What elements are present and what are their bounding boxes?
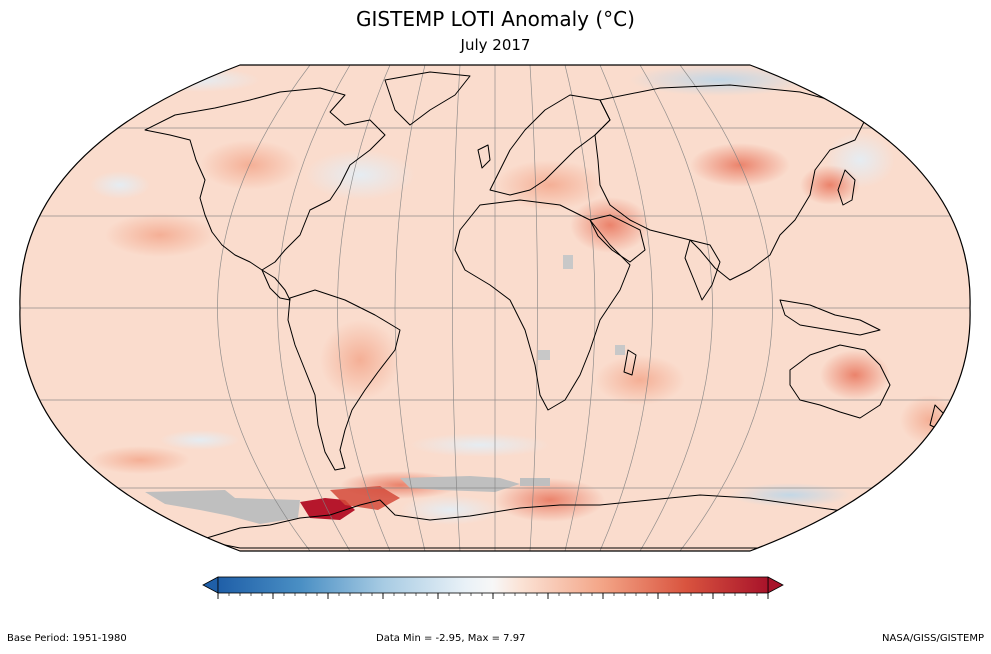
cool-patch-arctic-west (140, 68, 260, 92)
warm-patch-south-america (320, 320, 400, 400)
warm-patch-tasman (900, 395, 960, 445)
warm-patch-europe (495, 160, 605, 210)
missing-data-sudan (563, 255, 573, 269)
colorbar-arrow-right (767, 576, 784, 594)
coast-south-america (287, 289, 401, 471)
coast-india (684, 239, 721, 301)
coast-australia (789, 344, 891, 419)
coast-indonesia (779, 299, 881, 336)
map-subtitle: July 2017 (460, 36, 531, 54)
meridian-150e (679, 65, 773, 551)
warm-patch-north-america (200, 140, 300, 190)
cool-patch-north-atlantic (305, 150, 415, 200)
data-range-label: Data Min = -2.95, Max = 7.97 (376, 633, 526, 644)
graticule (19, 65, 971, 551)
meridian-120w (277, 65, 351, 551)
base-period-label: Base Period: 1951-1980 (7, 633, 127, 644)
missing-data-mozambique (615, 345, 625, 355)
coast-japan (837, 169, 856, 206)
cool-patch-south-pacific (160, 430, 240, 450)
warm-patch-peninsula-edge (330, 486, 400, 510)
meridian-120e (639, 65, 713, 551)
warm-patch-australia (820, 350, 890, 400)
warm-patch-east-asia (800, 165, 860, 205)
missing-data-patch (520, 478, 550, 486)
colorbar-arrow-left (202, 576, 219, 594)
hot-spot-antarctic-peninsula (300, 498, 355, 520)
warm-patch-pacific-north (105, 213, 215, 257)
coast-greenland (384, 71, 471, 126)
coast-madagascar (623, 349, 637, 376)
meridian-30e (529, 65, 538, 551)
coast-africa (454, 199, 631, 411)
credit-label: NASA/GISS/GISTEMP (882, 633, 984, 644)
meridian-90w (337, 65, 391, 551)
warm-patch-mongolia (690, 143, 790, 187)
globe-outline (19, 64, 971, 552)
map-title: GISTEMP LOTI Anomaly (°C) (356, 7, 635, 31)
world-map: -5-4-3-2-1012345 (19, 64, 971, 599)
cool-patch-southern-ocean (730, 483, 850, 507)
cool-patch-antarctic (400, 495, 500, 525)
warm-patch-south-pacific (90, 446, 190, 474)
meridian-30w (452, 65, 461, 551)
coast-arabia (589, 214, 646, 263)
meridian-90e (599, 65, 653, 551)
meridian-60w (394, 65, 426, 551)
missing-data-angola (538, 350, 550, 360)
meridian-150w (217, 65, 311, 551)
cool-patch-arctic-east (630, 65, 810, 96)
missing-data-ross-sea (145, 490, 300, 524)
cool-patch-south-atlantic (410, 433, 550, 457)
coast-north-america (144, 87, 386, 271)
cool-patch-east-pacific (90, 171, 150, 199)
warm-patch-weddell (495, 478, 605, 522)
colorbar: -5-4-3-2-1012345 (202, 576, 784, 599)
colorbar-ticks: -5-4-3-2-1012345 (217, 593, 769, 599)
meridian-60e (564, 65, 596, 551)
colorbar-gradient (217, 576, 769, 594)
warm-patch-indian-ocean (595, 355, 685, 405)
coast-british-isles (477, 144, 491, 169)
anomaly-field (19, 65, 971, 551)
